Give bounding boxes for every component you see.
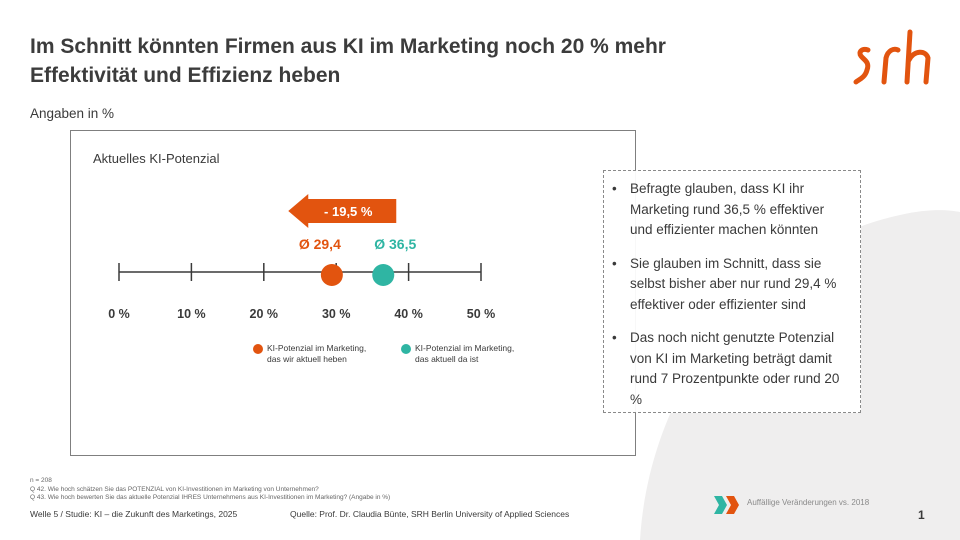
potential-chart: 0 % 10 % 20 % 30 % 40 % 50 % Ø 29,4 Ø 36,5 - 19,… [108, 194, 496, 321]
finding-item: • Das noch nicht genutzte Potenzial von K… [612, 330, 840, 407]
tick-label: 10 % [177, 307, 206, 321]
legend-label-current: KI-Potenzial im Marketing, das wir aktue… [267, 343, 367, 364]
footer: Welle 5 / Studie: KI – die Zukunft des M… [30, 509, 569, 519]
tick-label: 40 % [394, 307, 423, 321]
slide-title: Im Schnitt könnten Firmen aus KI im Mark… [30, 32, 810, 90]
legend-dot-potential [401, 344, 411, 354]
legend-item-potential: KI-Potenzial im Marketing, das aktuell d… [401, 343, 514, 365]
finding-item: • Befragte glauben, dass KI ihr Marketing… [612, 181, 825, 237]
footer-source: Quelle: Prof. Dr. Claudia Bünte, SRH Ber… [290, 509, 570, 519]
bullet-icon: • [612, 330, 617, 345]
change-arrows-icon [714, 496, 739, 514]
footnote-q43: Q 43. Wie hoch bewerten Sie das aktuelle… [30, 494, 391, 501]
delta-label: - 19,5 % [324, 204, 373, 219]
value-label-potential: Ø 36,5 [374, 236, 416, 252]
change-note: Auffällige Veränderungen vs. 2018 [747, 498, 870, 507]
footnote-q42: Q 42. Wie hoch schätzen Sie das POTENZIA… [30, 485, 319, 493]
tick-label: 50 % [467, 307, 496, 321]
key-findings-box: • Befragte glauben, dass KI ihr Marketing… [603, 170, 861, 413]
value-label-current: Ø 29,4 [299, 236, 341, 252]
footnote-sample-size: n = 208 [30, 477, 52, 484]
finding-item: • Sie glauben im Schnitt, dass sie selbst… [612, 255, 837, 312]
page-number: 1 [918, 508, 925, 522]
delta-arrow-icon [288, 194, 397, 228]
key-findings-list: • Befragte glauben, dass KI ihr Marketing… [612, 179, 850, 410]
legend-item-current: KI-Potenzial im Marketing, das wir aktue… [253, 343, 366, 365]
chart-panel: Aktuelles KI-Potenzial 0 % 10 % 20 % 30 % 40… [70, 130, 636, 456]
point-current [320, 264, 343, 286]
legend-dot-current [253, 344, 263, 354]
tick-label: 0 % [108, 307, 130, 321]
slide-title-line-1: Im Schnitt könnten Firmen aus KI im Mark… [30, 35, 666, 58]
slide-title-line-2: Effektivität und Effizienz heben [30, 64, 341, 87]
tick-label: 30 % [322, 307, 351, 321]
legend-label-potential: KI-Potenzial im Marketing, das aktuell d… [415, 343, 515, 364]
point-potential [372, 264, 395, 286]
unit-note: Angaben in % [30, 106, 115, 121]
tick-label: 20 % [250, 307, 278, 321]
bullet-icon: • [612, 181, 617, 196]
footnotes: n = 208 Q 42. Wie hoch schätzen Sie das … [30, 477, 390, 503]
footer-study-wave: Welle 5 / Studie: KI – die Zukunft des M… [30, 509, 238, 519]
bullet-icon: • [612, 255, 617, 271]
srh-logo: srh [853, 29, 931, 85]
chart-title: Aktuelles KI-Potenzial [93, 151, 220, 166]
